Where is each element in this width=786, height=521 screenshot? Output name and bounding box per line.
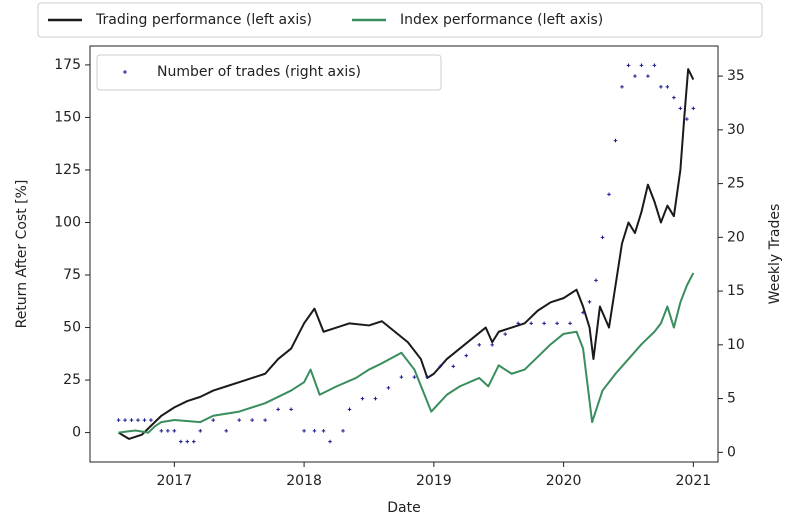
scatter-point [341,429,345,433]
plot-frame [89,45,719,463]
scatter-point [503,332,508,336]
scatter-point [149,418,153,422]
scatter-point [399,375,404,379]
scatter-point [607,192,611,197]
scatter-point [678,106,683,111]
x-tick-label: 2021 [676,473,712,489]
scatter-point [224,429,229,433]
scatter-point [250,418,254,422]
scatter-point [529,321,533,326]
scatter-point [263,418,267,422]
scatter-point [587,300,592,304]
scatter-point [123,418,127,422]
scatter-point [412,375,417,379]
scatter-point [659,85,663,89]
scatter-point [665,85,670,89]
scatter-point [136,418,140,422]
scatter-point [373,396,378,401]
y-tick-label: 75 [63,267,81,283]
scatter-point [179,439,183,444]
scatter-point [302,429,306,433]
scatter-point [142,418,147,422]
scatter-point [172,429,177,433]
scatter-point [321,429,326,433]
y-tick-label: 125 [54,162,81,178]
scatter-point [159,429,164,433]
y2-tick-label: 20 [727,229,745,245]
scatter-point [691,106,696,111]
y2-tick-label: 30 [727,122,745,138]
scatter-point [685,117,689,121]
scatter-point [626,63,631,68]
scatter-point [620,85,624,89]
scatter-point [516,321,520,326]
x-tick-label: 2017 [157,473,193,489]
scatter-point [672,95,676,100]
scatter-point [490,343,495,347]
scatter-point [166,429,170,433]
scatter-point [438,364,443,369]
scatter-point [211,418,216,422]
scatter-point [185,439,190,444]
scatter-point [312,429,317,433]
scatter-point [347,407,352,412]
scatter-point [192,439,196,444]
y2-tick-label: 10 [727,337,745,353]
x-tick-label: 2020 [546,473,582,489]
y-tick-label: 100 [54,214,81,230]
y2-tick-label: 5 [727,391,736,407]
scatter-point [646,74,650,78]
scatter-point [652,63,657,68]
y-tick-label: 25 [63,372,81,388]
scatter-point [129,418,134,422]
legend-label: Trading performance (left axis) [95,12,312,28]
x-axis-label: Date [387,500,420,516]
y-tick-label: 0 [72,425,81,441]
legend-swatch [123,70,127,74]
legend-label: Number of trades (right axis) [157,64,361,80]
scatter-point [633,74,637,78]
y2-axis-label: Weekly Trades [767,204,783,305]
x-tick-label: 2018 [286,473,322,489]
scatter-point [477,343,482,347]
scatter-point [237,418,242,422]
scatter-point [600,235,605,240]
y-tick-label: 150 [54,109,81,125]
scatter-point [276,407,280,412]
scatter-point [555,321,559,326]
scatter-point [289,407,293,412]
legend-label: Index performance (left axis) [400,12,603,28]
scatter-point [425,375,430,379]
scatter-point [581,310,585,315]
y2-tick-label: 35 [727,68,745,84]
y-axis-label: Return After Cost [%] [14,180,30,329]
scatter-point [613,138,618,143]
y-tick-label: 175 [54,57,81,73]
y2-tick-label: 0 [727,444,736,460]
y2-tick-label: 15 [727,283,745,299]
scatter-point [568,321,572,326]
scatter-point [594,278,598,283]
scatter-point [542,321,546,326]
scatter-point [639,63,644,68]
scatter-point [386,386,391,390]
scatter-point [451,364,456,369]
scatter-point [360,396,365,401]
y2-tick-label: 25 [727,176,745,192]
inner-legend-box [96,54,442,91]
scatter-point [116,418,121,422]
scatter-point [464,353,469,358]
x-tick-label: 2019 [416,473,452,489]
scatter-point [328,439,332,444]
line-series [118,272,695,434]
line-series [118,68,695,440]
scatter-point [198,429,203,433]
y-tick-label: 50 [63,320,81,336]
top-legend-box [37,2,763,38]
